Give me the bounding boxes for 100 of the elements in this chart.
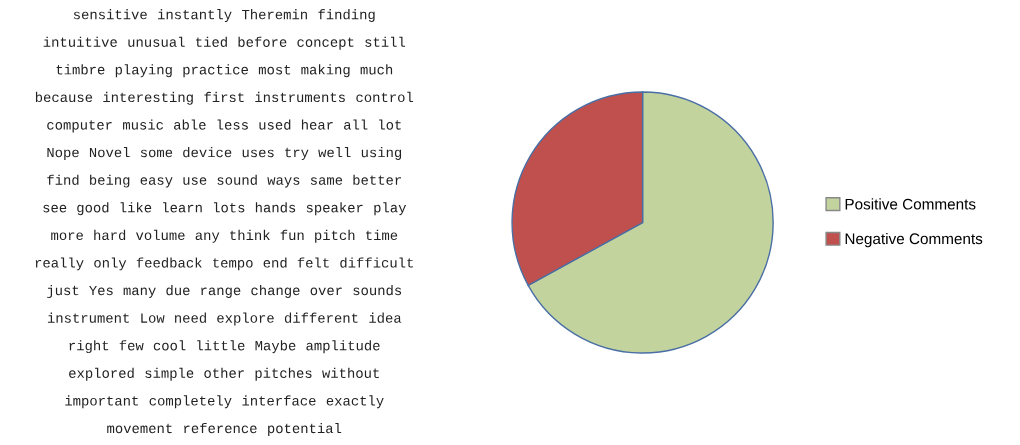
text: ways bbox=[267, 177, 300, 188]
text: well bbox=[318, 147, 351, 158]
text: lot bbox=[379, 119, 401, 130]
text: better bbox=[353, 174, 401, 185]
text: good bbox=[77, 202, 109, 216]
text: volume bbox=[135, 229, 185, 241]
text: uses bbox=[242, 149, 274, 158]
text: some bbox=[140, 149, 173, 158]
text: like bbox=[120, 202, 152, 213]
text: just bbox=[47, 285, 79, 298]
text: use bbox=[183, 177, 207, 185]
text: computer bbox=[47, 120, 112, 133]
text: amplitude bbox=[306, 340, 380, 354]
text: Nope bbox=[47, 147, 79, 160]
text: hands bbox=[255, 202, 296, 213]
text: Theremin bbox=[241, 9, 307, 20]
text: reference bbox=[184, 422, 257, 434]
text: without bbox=[322, 367, 379, 378]
text: practice bbox=[183, 64, 248, 78]
text: used bbox=[259, 119, 291, 130]
text: change bbox=[251, 285, 300, 298]
text: movement bbox=[107, 423, 172, 434]
text: timbre bbox=[56, 64, 105, 75]
text: feedback bbox=[136, 257, 202, 268]
text: music bbox=[123, 119, 163, 130]
text: still bbox=[365, 36, 406, 47]
text: explore bbox=[217, 312, 274, 326]
text: first bbox=[204, 91, 244, 103]
text: speaker bbox=[306, 202, 363, 216]
text: range bbox=[201, 287, 241, 298]
text: any bbox=[195, 232, 220, 243]
text: Yes bbox=[89, 285, 113, 296]
text: time bbox=[366, 229, 398, 241]
text: intuitive bbox=[43, 36, 117, 47]
text: before bbox=[238, 36, 287, 47]
text: potential bbox=[268, 422, 342, 436]
text: need bbox=[175, 312, 206, 323]
text: few bbox=[119, 340, 144, 351]
text: device bbox=[183, 147, 232, 158]
text: interesting bbox=[103, 91, 193, 105]
text: see bbox=[43, 204, 67, 213]
legend-label: Negative Comments bbox=[845, 232, 983, 248]
text: only bbox=[94, 257, 127, 271]
text: hard bbox=[94, 229, 126, 241]
text: because bbox=[35, 91, 93, 103]
text: felt bbox=[297, 257, 329, 268]
text: little bbox=[197, 340, 245, 351]
text: cool bbox=[153, 340, 186, 351]
text: same bbox=[310, 177, 343, 185]
text: making bbox=[301, 64, 350, 78]
text: think bbox=[230, 229, 270, 240]
text: being bbox=[90, 174, 130, 188]
text: pitches bbox=[255, 367, 312, 381]
text: over bbox=[310, 287, 342, 296]
text: explored bbox=[69, 367, 134, 381]
text: completely bbox=[149, 395, 232, 409]
text: tempo bbox=[213, 258, 253, 271]
text: Low bbox=[141, 313, 165, 323]
text: most bbox=[258, 65, 291, 75]
text: playing bbox=[115, 64, 172, 78]
text: exactly bbox=[326, 395, 384, 409]
text: tied bbox=[196, 36, 227, 47]
text: important bbox=[65, 395, 138, 409]
text: sensitive bbox=[73, 9, 147, 20]
text: more bbox=[51, 232, 83, 241]
text: idea bbox=[369, 312, 402, 323]
text: Novel bbox=[89, 147, 130, 158]
text: pitch bbox=[315, 229, 355, 243]
text: many bbox=[123, 287, 156, 298]
text: difficult bbox=[340, 257, 413, 268]
text: unusual bbox=[128, 36, 185, 47]
text: interface bbox=[242, 395, 316, 406]
text: sound bbox=[217, 174, 257, 185]
text: sounds bbox=[353, 285, 402, 296]
text: instantly bbox=[158, 9, 232, 23]
text: try bbox=[285, 147, 309, 160]
text: Maybe bbox=[255, 340, 296, 354]
text: less bbox=[217, 119, 248, 130]
text: control bbox=[356, 91, 414, 103]
text: hear bbox=[301, 119, 333, 130]
text: fun bbox=[280, 229, 304, 241]
text: using bbox=[361, 147, 402, 160]
text: much bbox=[360, 64, 393, 75]
text: simple bbox=[145, 367, 194, 381]
text: really bbox=[35, 257, 84, 271]
text: right bbox=[69, 340, 109, 354]
text: find bbox=[47, 174, 79, 185]
text: finding bbox=[318, 9, 375, 23]
text: other bbox=[204, 367, 244, 378]
text: different bbox=[284, 312, 358, 323]
text: able bbox=[174, 119, 206, 130]
text: learn bbox=[163, 202, 202, 213]
text: concept bbox=[297, 37, 354, 50]
text: due bbox=[166, 285, 190, 296]
text: instruments bbox=[255, 91, 345, 103]
legend-label: Positive Comments bbox=[845, 198, 976, 210]
text: easy bbox=[140, 177, 173, 188]
text: all bbox=[344, 119, 368, 130]
text: lots bbox=[213, 202, 245, 213]
text: end bbox=[263, 257, 287, 268]
